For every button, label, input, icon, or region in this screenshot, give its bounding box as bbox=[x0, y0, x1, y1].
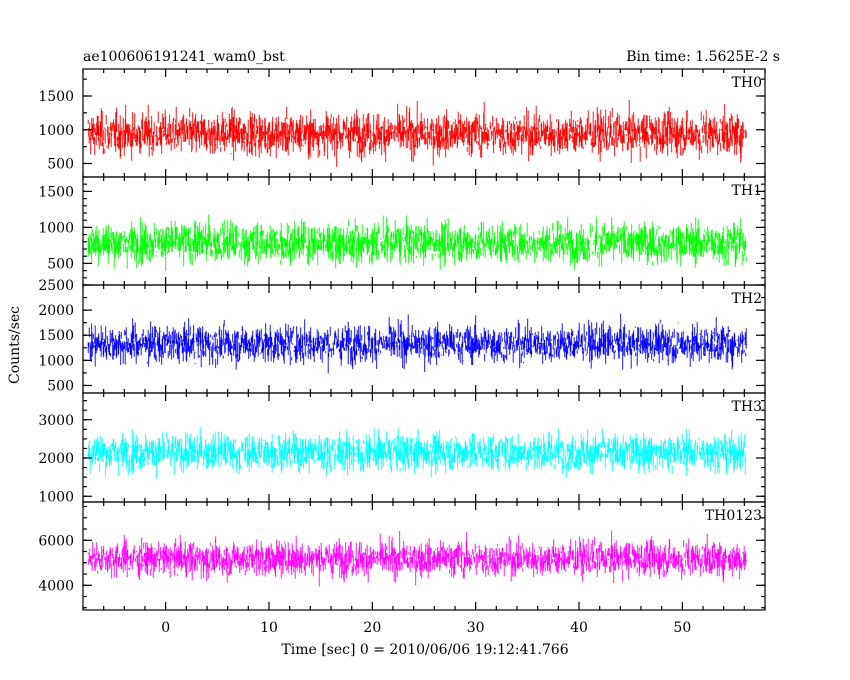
panel-th1: 500 1000 1500 TH1 bbox=[38, 176, 766, 286]
y-tick-label: 2500 bbox=[38, 278, 74, 294]
x-axis-label: Time [sec] 0 = 2010/06/06 19:12:41.766 bbox=[281, 642, 568, 658]
y-tick-label: 1500 bbox=[38, 328, 74, 344]
panel-th0: 500 1000 1500 TH0 bbox=[38, 68, 766, 178]
panel-label: TH1 bbox=[732, 183, 762, 199]
x-tick-label: 0 bbox=[161, 620, 170, 636]
y-tick-label: 500 bbox=[47, 157, 74, 173]
y-tick-label: 1000 bbox=[38, 220, 74, 236]
x-tick-label: 30 bbox=[467, 620, 485, 636]
x-tick-label: 10 bbox=[260, 620, 278, 636]
y-tick-label: 2000 bbox=[38, 303, 74, 319]
y-tick-label: 3000 bbox=[38, 413, 74, 429]
panels-group: 500 1000 1500 TH0 500 1000 1500 TH1 500 1000 1500 2… bbox=[38, 68, 766, 611]
series-line-th1 bbox=[87, 214, 747, 272]
y-tick-label: 500 bbox=[47, 378, 74, 394]
panel-th2: 500 1000 1500 2000 2500 TH2 bbox=[38, 278, 766, 394]
chart-title: ae100606191241_wam0_bst bbox=[83, 49, 285, 65]
series-line-th3 bbox=[87, 426, 747, 479]
panel-label: TH0 bbox=[732, 75, 762, 91]
panel-label: TH0123 bbox=[705, 508, 762, 524]
y-tick-label: 1000 bbox=[38, 353, 74, 369]
bin-time-label: Bin time: 1.5625E-2 s bbox=[626, 49, 780, 65]
panel-th0123: 4000 6000 TH0123 bbox=[38, 501, 766, 611]
x-tick-label: 40 bbox=[570, 620, 588, 636]
series-line-th2 bbox=[87, 313, 747, 374]
y-tick-label: 6000 bbox=[38, 533, 74, 549]
panel-frame bbox=[82, 501, 766, 611]
panel-th3: 1000 2000 3000 TH3 bbox=[38, 392, 766, 505]
y-tick-label: 500 bbox=[47, 256, 74, 272]
x-tick-label: 20 bbox=[363, 620, 381, 636]
y-tick-label: 1500 bbox=[38, 184, 74, 200]
y-tick-label: 1500 bbox=[38, 89, 74, 105]
y-tick-label: 1000 bbox=[38, 123, 74, 139]
y-axis-label: Counts/sec bbox=[7, 306, 23, 384]
y-tick-label: 2000 bbox=[38, 451, 74, 467]
x-tick-label: 50 bbox=[673, 620, 691, 636]
panel-label: TH3 bbox=[732, 399, 762, 415]
y-tick-label: 4000 bbox=[38, 578, 74, 594]
x-axis: 0 10 20 30 40 50 bbox=[161, 620, 691, 636]
series-line-th0 bbox=[87, 100, 747, 168]
y-tick-label: 1000 bbox=[38, 489, 74, 505]
series-line-th0123 bbox=[87, 530, 747, 587]
panel-label: TH2 bbox=[732, 291, 762, 307]
